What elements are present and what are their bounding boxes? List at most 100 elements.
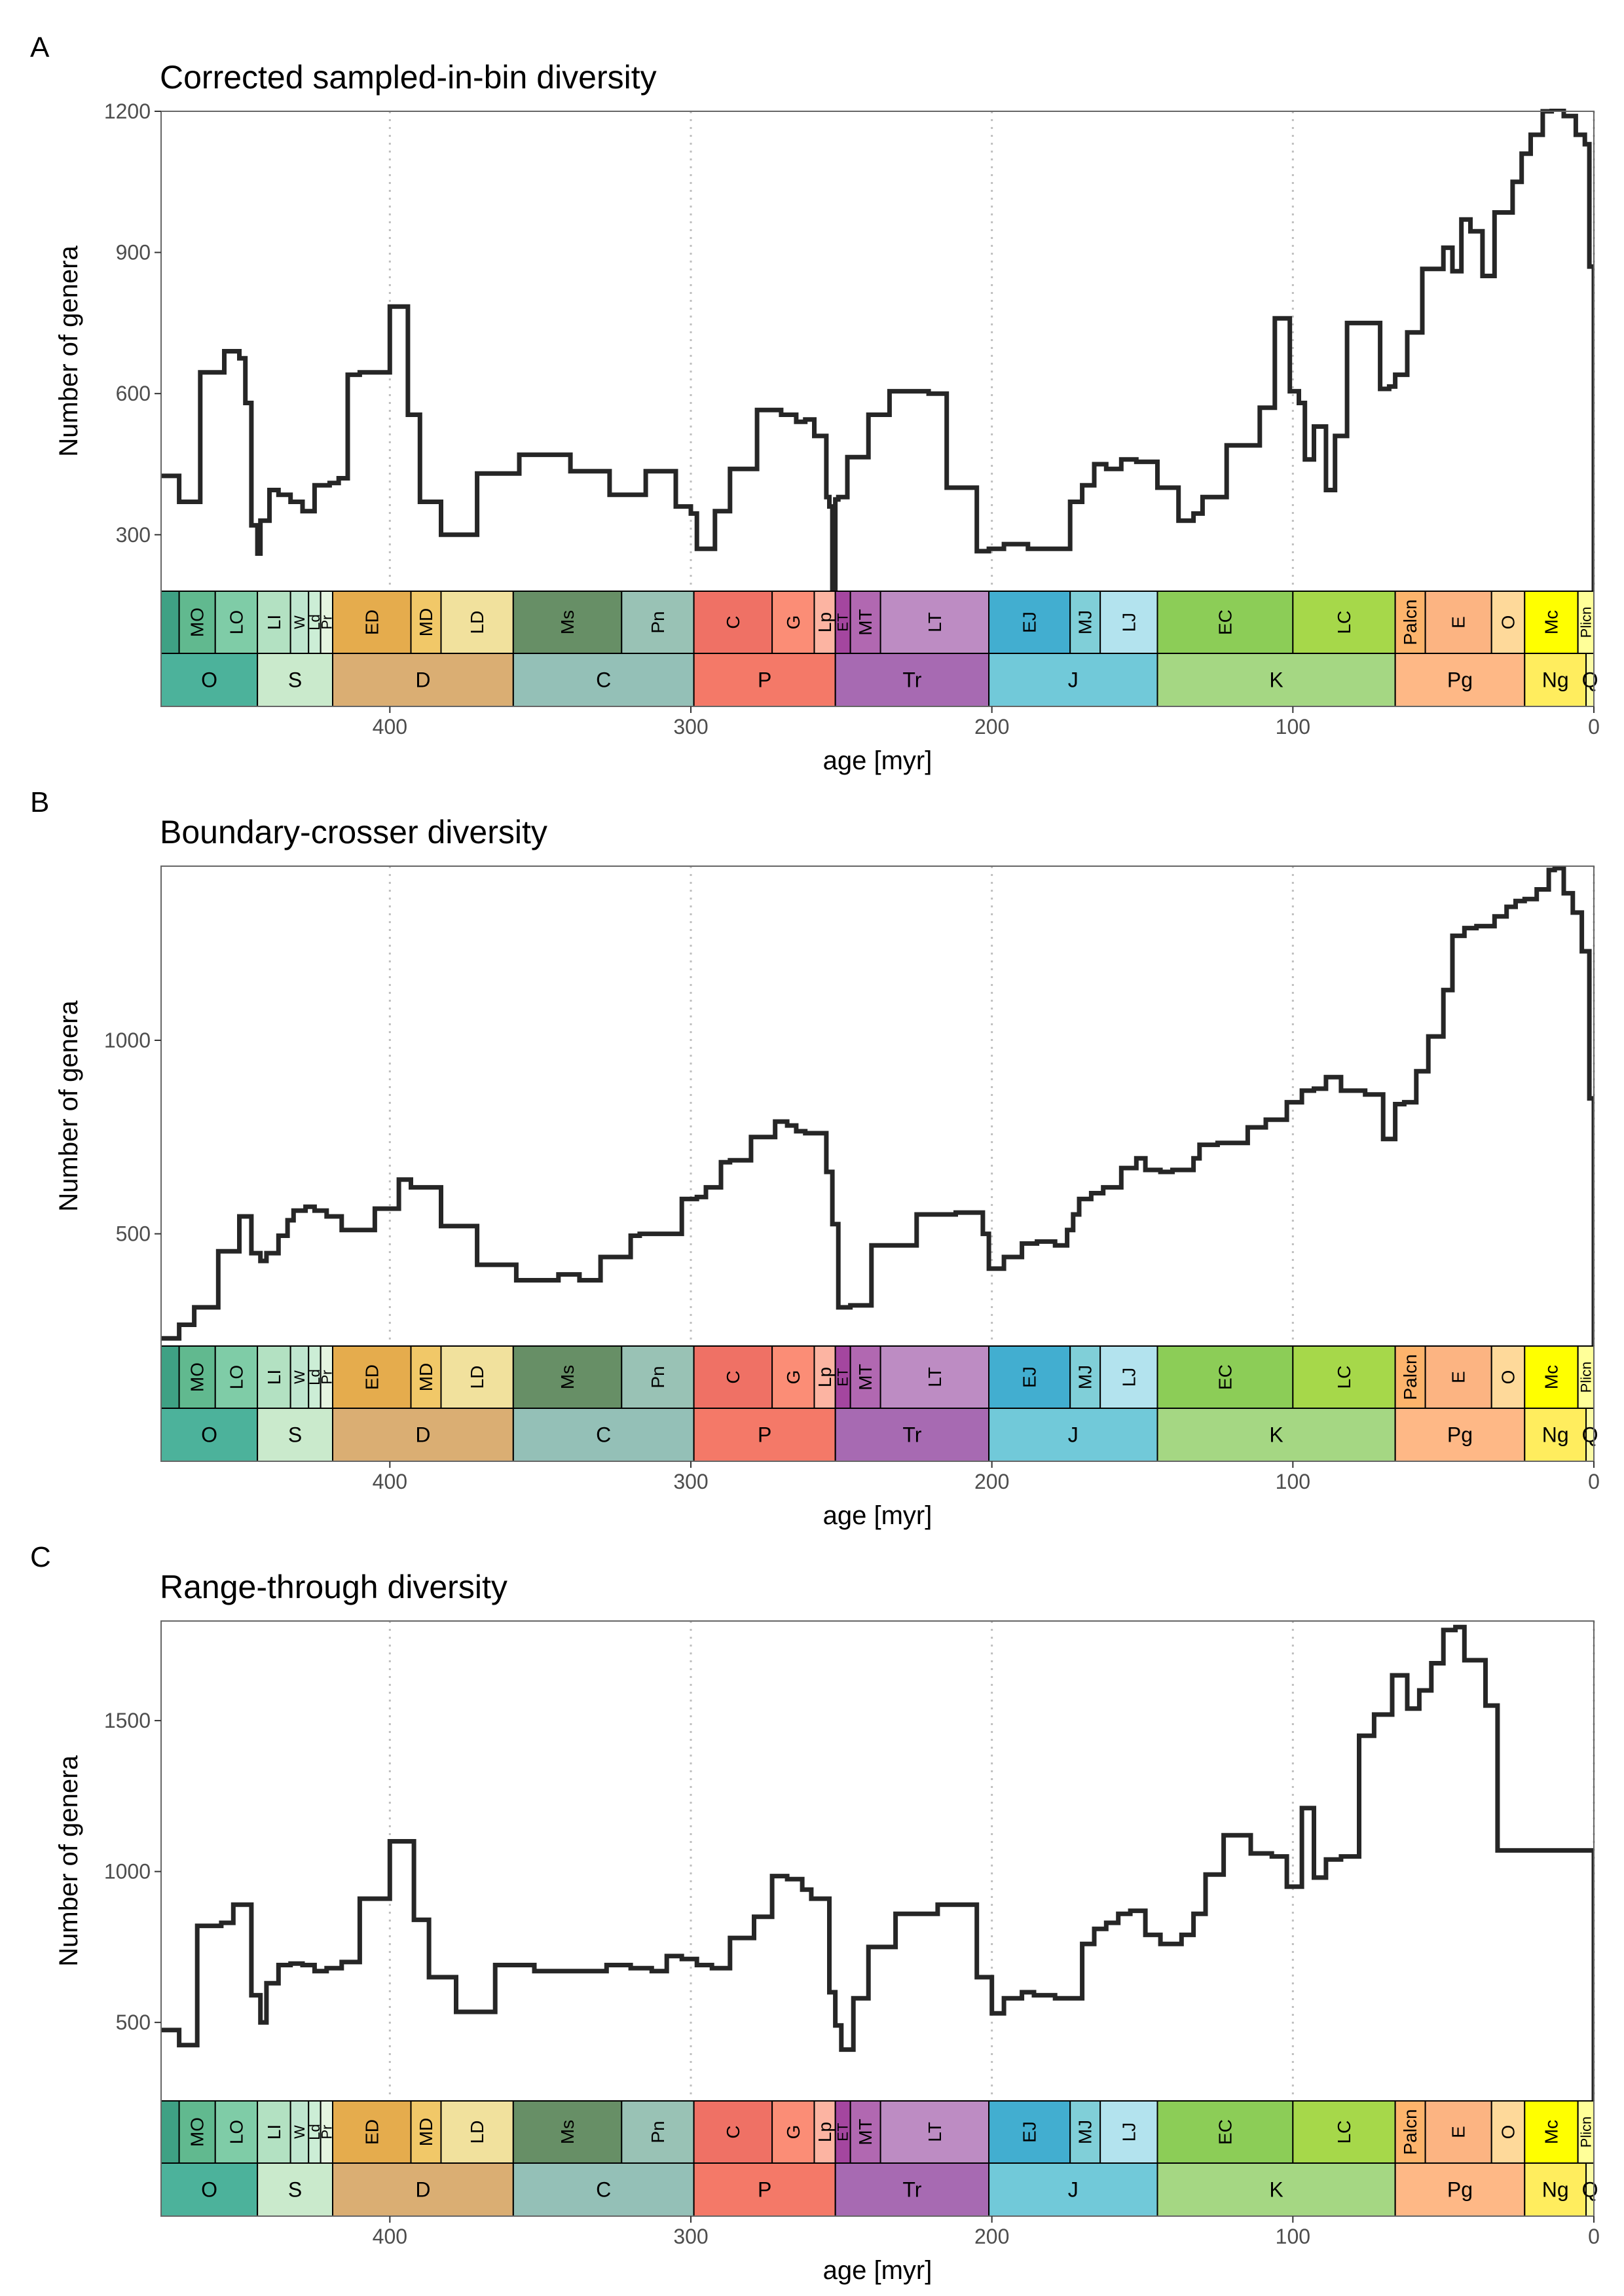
y-tick-label: 1000 [104,1860,151,1884]
stage-label: Plicn [1578,607,1594,638]
stage-label: ED [361,1364,382,1390]
period-label: Ng [1542,1423,1569,1447]
stage-label: Lp [815,1367,835,1387]
x-tick-label: 100 [1276,2225,1310,2248]
period-label: K [1269,668,1283,692]
x-tick-label: 100 [1276,715,1310,738]
plot-frame [160,1620,1595,2217]
stage-label: G [783,1370,803,1385]
stage-box [1490,591,1526,654]
stage-box [160,1345,180,1409]
period-box [160,2162,259,2217]
stage-box [1156,2100,1294,2164]
stage-box [1069,591,1101,654]
stage-label: EJ [1020,611,1040,633]
stage-label: W [291,615,308,629]
stage-box [879,591,990,654]
x-tick-label: 300 [673,715,708,738]
stage-box [410,591,442,654]
stage-label: Ms [557,610,578,634]
period-label: J [1068,668,1079,692]
stage-label: LJ [1118,2123,1139,2142]
stage-box [1069,1345,1101,1409]
period-box [693,2162,836,2217]
period-label: P [758,668,771,692]
stage-label: E [1449,2126,1469,2138]
x-tick-label: 0 [1588,2225,1600,2248]
stage-box [1099,591,1158,654]
stage-label: Pr [318,1370,335,1385]
stage-box [1394,2100,1426,2164]
stage-label: ED [361,610,382,635]
y-tick-label: 300 [116,523,151,547]
stage-box [1524,591,1579,654]
stage-label: Pn [648,611,668,633]
period-label: K [1269,2178,1283,2202]
stage-label: C [723,2125,743,2138]
stage-box [1394,591,1426,654]
stage-box [1524,1345,1579,1409]
period-box [1156,1408,1396,1462]
period-label: D [415,2178,430,2202]
panel-title: Boundary-crosser diversity [160,814,547,850]
series-line [161,866,1594,1346]
stage-label: LI [264,2124,284,2140]
stage-label: LT [925,612,945,632]
stage-label: MT [855,1364,876,1390]
y-tick-label: 1200 [104,100,151,123]
period-label: S [288,668,302,692]
stage-label: W [291,1370,308,1384]
x-tick-label: 0 [1588,715,1600,738]
period-box [1394,1408,1526,1462]
stage-label: Plicn [1578,2117,1594,2148]
x-axis-title: age [myr] [823,1501,932,1530]
stage-label: MT [855,2119,876,2145]
stage-label: C [723,1370,743,1383]
period-box [693,1408,836,1462]
stage-box [289,1345,310,1409]
stage-box [440,1345,514,1409]
x-tick-label: 400 [373,715,407,738]
period-label: S [288,2178,302,2202]
period-label: Q [1582,668,1598,692]
period-label: Ng [1542,668,1569,692]
stage-label: MT [855,609,876,635]
period-box [1524,1408,1587,1462]
stage-box [512,591,623,654]
stage-label: E [1449,1371,1469,1383]
stage-box [771,1345,815,1409]
period-label: Q [1582,2178,1598,2202]
period-label: J [1068,2178,1079,2202]
stage-label: ET [835,613,851,631]
period-label: P [758,2178,771,2202]
stage-label: MD [416,2118,436,2147]
stage-label: Ms [557,2120,578,2144]
stage-box [813,1345,836,1409]
period-label: Tr [902,668,921,692]
x-tick-label: 300 [673,2225,708,2248]
plot-frame [160,866,1595,1462]
period-label: Pg [1447,668,1473,692]
stage-label: EJ [1020,2121,1040,2143]
stage-box [988,2100,1071,2164]
y-tick-label: 1500 [104,1709,151,1732]
stage-label: ED [361,2119,382,2145]
stage-box [214,2100,259,2164]
stage-label: ET [835,1368,851,1386]
stage-label: LC [1334,611,1354,634]
stage-label: LJ [1118,1368,1139,1387]
stage-box [257,591,291,654]
stage-label: Ms [557,1365,578,1389]
period-label: S [288,1423,302,1447]
stage-label: MJ [1075,1365,1096,1389]
stage-box [1156,591,1294,654]
y-axis-title: Number of genera [54,1755,83,1967]
stage-label: LO [226,1365,246,1389]
period-box [1156,2162,1396,2217]
plot-frame [160,111,1595,707]
plot-background [161,1621,1594,2101]
period-box [988,2162,1158,2217]
stage-label: Palcn [1400,599,1420,645]
stage-box [1524,2100,1579,2164]
